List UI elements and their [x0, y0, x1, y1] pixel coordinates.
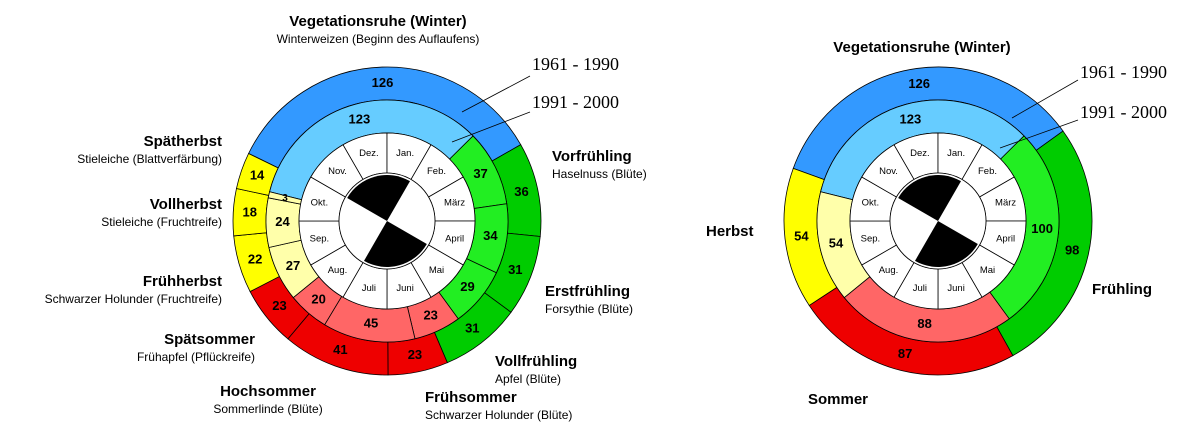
month-label: Mai [429, 265, 444, 276]
segment-value: 31 [465, 320, 479, 335]
phase-name: Frühsommer [425, 389, 517, 406]
month-label: Feb. [978, 166, 997, 177]
segment-value: 41 [333, 342, 347, 357]
segment-value: 54 [829, 235, 844, 250]
month-label: Aug. [879, 265, 899, 276]
segment-value: 54 [794, 228, 809, 243]
month-label: Dez. [910, 148, 930, 159]
leader-line [461, 75, 531, 113]
center-wedge [898, 175, 961, 221]
month-label: März [444, 197, 465, 208]
month-label: Sep. [861, 234, 881, 245]
phase-name: Frühherbst [143, 273, 222, 290]
month-label: Juli [913, 283, 927, 294]
phase-plant: Apfel (Blüte) [495, 372, 561, 386]
segment-value: 37 [473, 166, 487, 181]
month-label: Nov. [879, 166, 898, 177]
phase-plant: Stieleiche (Blattverfärbung) [77, 152, 222, 166]
phase-name: Hochsommer [220, 383, 316, 400]
ring-label: 1961 - 1990 [532, 54, 619, 74]
phase-name: Spätherbst [144, 133, 222, 150]
segment-value: 87 [898, 346, 912, 361]
phase-plant: Sommerlinde (Blüte) [213, 402, 322, 416]
segment-value: 20 [311, 291, 325, 306]
segment-value: 22 [248, 251, 262, 266]
leader-line [451, 111, 531, 143]
segment-value: 29 [460, 279, 474, 294]
month-label: Sep. [310, 234, 330, 245]
phase-name: Spätsommer [164, 331, 255, 348]
month-label: April [445, 234, 464, 245]
month-label: Juni [396, 283, 413, 294]
segment-value: 126 [372, 75, 394, 90]
segment-value: 3 [282, 193, 288, 204]
segment-value: 14 [250, 167, 265, 182]
phase-plant: Forsythie (Blüte) [545, 302, 633, 316]
phase-name: Vollfrühling [495, 353, 577, 370]
month-label: Feb. [427, 166, 446, 177]
segment-value: 23 [423, 307, 437, 322]
segment-value: 126 [908, 76, 930, 91]
phase-name: Vollherbst [150, 196, 222, 213]
segment-value: 18 [242, 204, 256, 219]
month-label: Mai [980, 265, 995, 276]
phase-plant: Frühapfel (Pflückreife) [137, 350, 255, 364]
segment-value: 98 [1065, 242, 1079, 257]
segment-value: 123 [899, 112, 921, 127]
phase-name: Vegetationsruhe (Winter) [289, 13, 466, 30]
phase-name: Frühling [1092, 281, 1152, 298]
month-label: Jan. [396, 148, 414, 159]
center-wedge [364, 221, 427, 267]
phase-name: Erstfrühling [545, 283, 630, 300]
leader-line [1011, 79, 1079, 119]
segment-value: 123 [348, 112, 370, 127]
segment-value: 100 [1031, 221, 1053, 236]
segment-value: 24 [275, 214, 290, 229]
month-label: Aug. [328, 265, 348, 276]
ring-label: 1961 - 1990 [1080, 62, 1167, 82]
segment-value: 88 [917, 316, 931, 331]
segment-value: 23 [272, 298, 286, 313]
phase-plant: Winterweizen (Beginn des Auflaufens) [277, 32, 480, 46]
month-label: Nov. [328, 166, 347, 177]
phase-plant: Haselnuss (Blüte) [552, 167, 647, 181]
ring-label: 1991 - 2000 [532, 92, 619, 112]
center-wedge [915, 221, 978, 268]
phase-plant: Schwarzer Holunder (Blüte) [425, 408, 572, 422]
center-wedge [347, 174, 410, 221]
month-label: Okt. [862, 197, 879, 208]
phase-plant: Stieleiche (Fruchtreife) [101, 215, 222, 229]
segment-value: 27 [286, 258, 300, 273]
month-label: Okt. [311, 197, 328, 208]
segment-value: 23 [408, 347, 422, 362]
phase-plant: Schwarzer Holunder (Fruchtreife) [45, 292, 222, 306]
month-label: Juli [362, 283, 376, 294]
month-label: Jan. [947, 148, 965, 159]
segment-value: 45 [364, 316, 378, 331]
leader-line [999, 119, 1079, 149]
month-label: Juni [947, 283, 964, 294]
month-label: März [995, 197, 1016, 208]
phase-name: Sommer [808, 391, 868, 408]
month-label: Dez. [359, 148, 379, 159]
ring-label: 1991 - 2000 [1080, 102, 1167, 122]
segment-value: 34 [483, 228, 498, 243]
segment-value: 31 [508, 262, 522, 277]
segment-value: 36 [514, 184, 528, 199]
phase-name: Vegetationsruhe (Winter) [833, 39, 1010, 56]
month-label: April [996, 234, 1015, 245]
phase-name: Herbst [706, 223, 754, 240]
phase-name: Vorfrühling [552, 148, 632, 165]
